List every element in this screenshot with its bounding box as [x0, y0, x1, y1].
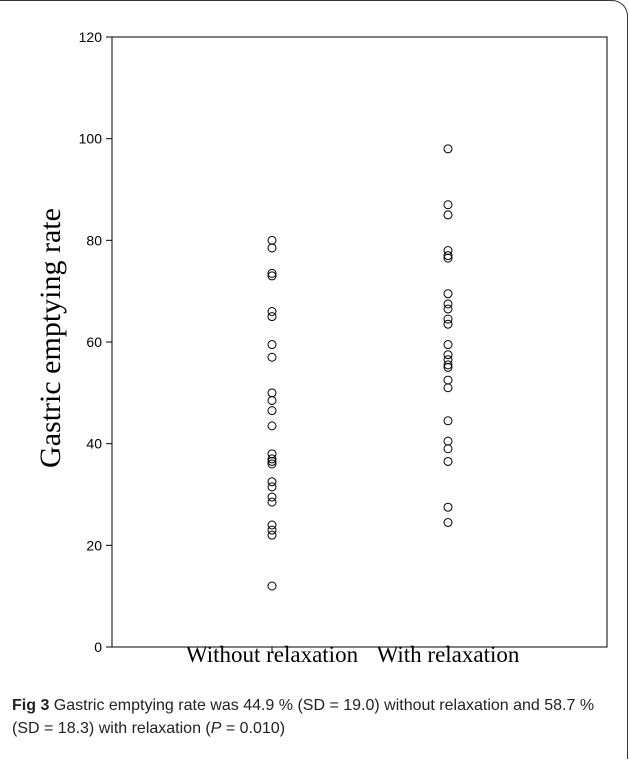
data-point	[443, 314, 453, 324]
y-tick-label: 20	[86, 537, 102, 553]
data-point	[267, 271, 277, 281]
data-point	[267, 477, 277, 487]
caption-text-end: = 0.010)	[221, 720, 286, 737]
data-point	[267, 525, 277, 535]
category-label-with-relaxation: With relaxation	[377, 642, 520, 667]
data-point	[267, 307, 277, 316]
data-point	[443, 375, 453, 385]
data-point	[267, 454, 277, 464]
category-label-without-relaxation: Without relaxation	[186, 642, 359, 667]
y-tick-label: 40	[86, 436, 102, 452]
data-point	[267, 421, 277, 431]
data-point	[443, 251, 453, 261]
y-tick-label: 80	[86, 232, 102, 248]
data-point	[443, 436, 453, 446]
data-point	[267, 497, 277, 507]
data-point	[443, 444, 453, 454]
caption-p-variable: P	[210, 720, 222, 737]
y-tick-label: 100	[79, 131, 103, 147]
data-point	[267, 340, 277, 350]
data-point	[443, 416, 453, 426]
data-point	[267, 520, 277, 530]
data-point	[443, 319, 453, 329]
data-point	[267, 235, 277, 245]
figure-caption: Fig 3 Gastric emptying rate was 44.9 % (…	[12, 694, 618, 740]
data-point	[267, 312, 277, 322]
caption-fig-label: Fig 3	[12, 697, 50, 714]
data-point	[267, 395, 277, 405]
data-point	[443, 517, 453, 527]
data-point	[267, 388, 277, 398]
data-point	[267, 243, 277, 253]
data-point	[443, 144, 453, 154]
y-ticks: 0 20 40 60 80 100 120	[79, 29, 112, 655]
data-point	[443, 456, 453, 466]
plot-area-border	[111, 36, 608, 648]
y-axis-label: Gastric emptying rate	[34, 208, 67, 468]
data-point	[267, 530, 277, 540]
data-point	[267, 352, 277, 362]
data-point	[443, 253, 453, 263]
data-point	[443, 210, 453, 220]
data-point	[267, 459, 277, 469]
caption-text: Gastric emptying rate was 44.9 % (SD = 1…	[12, 697, 595, 737]
data-point	[443, 289, 453, 299]
data-point	[443, 360, 453, 370]
data-point	[443, 350, 453, 360]
data-points	[267, 144, 453, 591]
data-point	[267, 456, 277, 466]
data-point	[443, 304, 453, 314]
data-point	[443, 383, 453, 393]
data-point	[443, 340, 453, 350]
data-point	[443, 502, 453, 512]
data-point	[443, 200, 453, 210]
data-point	[267, 406, 277, 416]
data-point	[443, 299, 453, 309]
y-tick-label: 120	[79, 29, 103, 45]
data-point	[267, 581, 277, 591]
axes	[111, 36, 608, 653]
scatter-chart: 0 20 40 60 80 100 120 Gastric emptying rate Wi…	[34, 29, 608, 667]
data-point	[443, 362, 453, 372]
data-point	[267, 492, 277, 502]
y-tick-label: 60	[86, 334, 102, 350]
data-point	[267, 268, 277, 278]
y-tick-label: 0	[94, 639, 102, 655]
data-point	[267, 482, 277, 492]
